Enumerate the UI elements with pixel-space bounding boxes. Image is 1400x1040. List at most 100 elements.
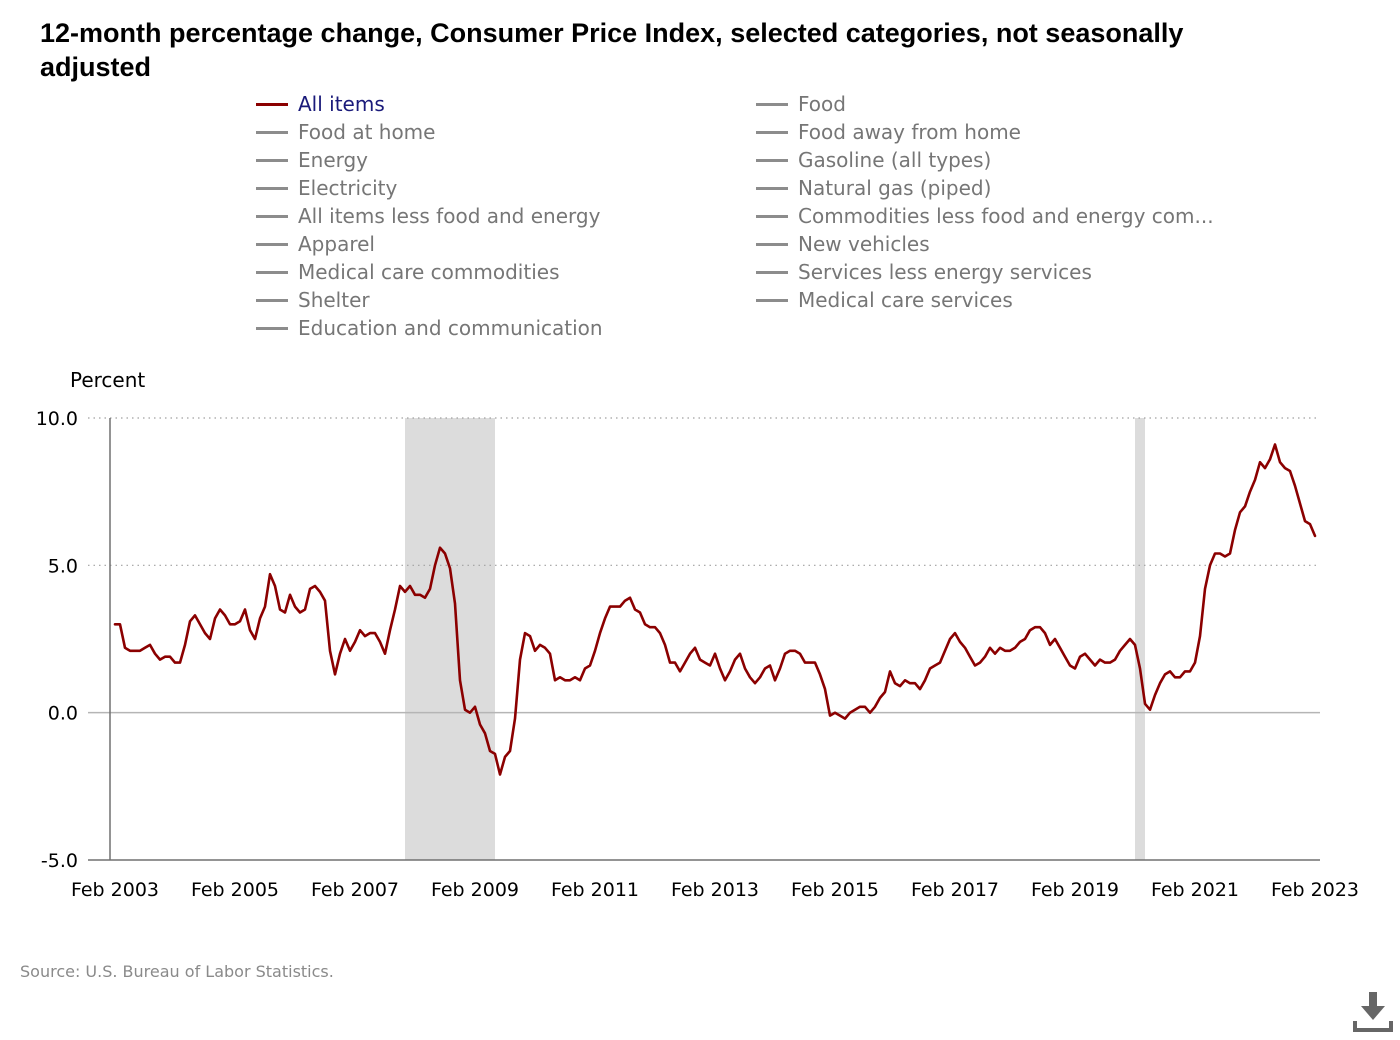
legend-item-natural-gas-piped[interactable]: Natural gas (piped): [756, 174, 1236, 202]
data-point[interactable]: [237, 618, 243, 624]
legend-item-education-and-communication[interactable]: Education and communication: [256, 314, 736, 342]
legend-item-apparel[interactable]: Apparel: [256, 230, 736, 258]
data-point[interactable]: [342, 636, 348, 642]
data-point[interactable]: [1062, 654, 1068, 660]
data-point[interactable]: [572, 674, 578, 680]
data-point[interactable]: [502, 754, 508, 760]
data-point[interactable]: [742, 665, 748, 671]
download-icon[interactable]: [1352, 990, 1394, 1034]
data-point[interactable]: [737, 651, 743, 657]
data-point[interactable]: [1037, 624, 1043, 630]
legend-item-electricity[interactable]: Electricity: [256, 174, 736, 202]
data-point[interactable]: [962, 645, 968, 651]
data-point[interactable]: [247, 627, 253, 633]
data-point[interactable]: [1162, 671, 1168, 677]
data-point[interactable]: [877, 695, 883, 701]
data-point[interactable]: [507, 748, 513, 754]
data-point[interactable]: [932, 663, 938, 669]
legend-item-shelter[interactable]: Shelter: [256, 286, 736, 314]
data-point[interactable]: [557, 674, 563, 680]
data-point[interactable]: [1022, 636, 1028, 642]
data-point[interactable]: [882, 689, 888, 695]
legend-item-food-at-home[interactable]: Food at home: [256, 118, 736, 146]
data-point[interactable]: [152, 651, 158, 657]
data-point[interactable]: [1297, 500, 1303, 506]
data-point[interactable]: [712, 651, 718, 657]
data-point[interactable]: [262, 604, 268, 610]
data-point[interactable]: [812, 660, 818, 666]
data-point[interactable]: [202, 630, 208, 636]
data-point[interactable]: [217, 607, 223, 613]
data-point[interactable]: [527, 633, 533, 639]
data-point[interactable]: [917, 686, 923, 692]
data-point[interactable]: [142, 645, 148, 651]
data-point[interactable]: [422, 595, 428, 601]
data-point[interactable]: [692, 645, 698, 651]
data-point[interactable]: [1247, 489, 1253, 495]
legend-item-commodities-less-food-and-energy-com[interactable]: Commodities less food and energy com...: [756, 202, 1236, 230]
data-point[interactable]: [327, 648, 333, 654]
data-point[interactable]: [627, 595, 633, 601]
data-point[interactable]: [197, 621, 203, 627]
data-point[interactable]: [1302, 518, 1308, 524]
data-point[interactable]: [157, 657, 163, 663]
data-point[interactable]: [257, 615, 263, 621]
data-point[interactable]: [137, 648, 143, 654]
data-point[interactable]: [487, 748, 493, 754]
data-point[interactable]: [872, 704, 878, 710]
data-point[interactable]: [372, 630, 378, 636]
data-point[interactable]: [1232, 527, 1238, 533]
data-point[interactable]: [1177, 674, 1183, 680]
data-point[interactable]: [767, 663, 773, 669]
legend-item-medical-care-services[interactable]: Medical care services: [756, 286, 1236, 314]
data-point[interactable]: [462, 707, 468, 713]
data-point[interactable]: [1142, 701, 1148, 707]
data-point[interactable]: [332, 671, 338, 677]
data-point[interactable]: [592, 648, 598, 654]
data-point[interactable]: [707, 663, 713, 669]
data-point[interactable]: [567, 677, 573, 683]
data-point[interactable]: [472, 704, 478, 710]
data-point[interactable]: [117, 621, 123, 627]
data-point[interactable]: [392, 607, 398, 613]
data-point[interactable]: [982, 654, 988, 660]
data-point[interactable]: [997, 645, 1003, 651]
data-point[interactable]: [717, 665, 723, 671]
data-point[interactable]: [967, 654, 973, 660]
data-point[interactable]: [1207, 562, 1213, 568]
data-point[interactable]: [727, 668, 733, 674]
data-point[interactable]: [482, 730, 488, 736]
data-point[interactable]: [897, 683, 903, 689]
data-point[interactable]: [1227, 551, 1233, 557]
data-point[interactable]: [457, 677, 463, 683]
data-point[interactable]: [847, 710, 853, 716]
data-point[interactable]: [782, 651, 788, 657]
data-point[interactable]: [1187, 668, 1193, 674]
data-point[interactable]: [682, 660, 688, 666]
data-point[interactable]: [427, 586, 433, 592]
data-point[interactable]: [1087, 657, 1093, 663]
data-point[interactable]: [1072, 665, 1078, 671]
data-point[interactable]: [577, 677, 583, 683]
data-point[interactable]: [287, 592, 293, 598]
data-point[interactable]: [637, 609, 643, 615]
data-point[interactable]: [537, 642, 543, 648]
data-point[interactable]: [1132, 642, 1138, 648]
data-point[interactable]: [207, 636, 213, 642]
data-point[interactable]: [277, 607, 283, 613]
data-point[interactable]: [977, 660, 983, 666]
data-point[interactable]: [267, 571, 273, 577]
data-point[interactable]: [617, 604, 623, 610]
legend-item-services-less-energy-services[interactable]: Services less energy services: [756, 258, 1236, 286]
data-point[interactable]: [177, 660, 183, 666]
data-point[interactable]: [957, 639, 963, 645]
data-point[interactable]: [1192, 660, 1198, 666]
data-point[interactable]: [762, 665, 768, 671]
data-point[interactable]: [1282, 465, 1288, 471]
data-point[interactable]: [1097, 657, 1103, 663]
data-point[interactable]: [817, 671, 823, 677]
data-point[interactable]: [827, 713, 833, 719]
data-point[interactable]: [522, 630, 528, 636]
legend-item-food[interactable]: Food: [756, 90, 1236, 118]
data-point[interactable]: [797, 651, 803, 657]
